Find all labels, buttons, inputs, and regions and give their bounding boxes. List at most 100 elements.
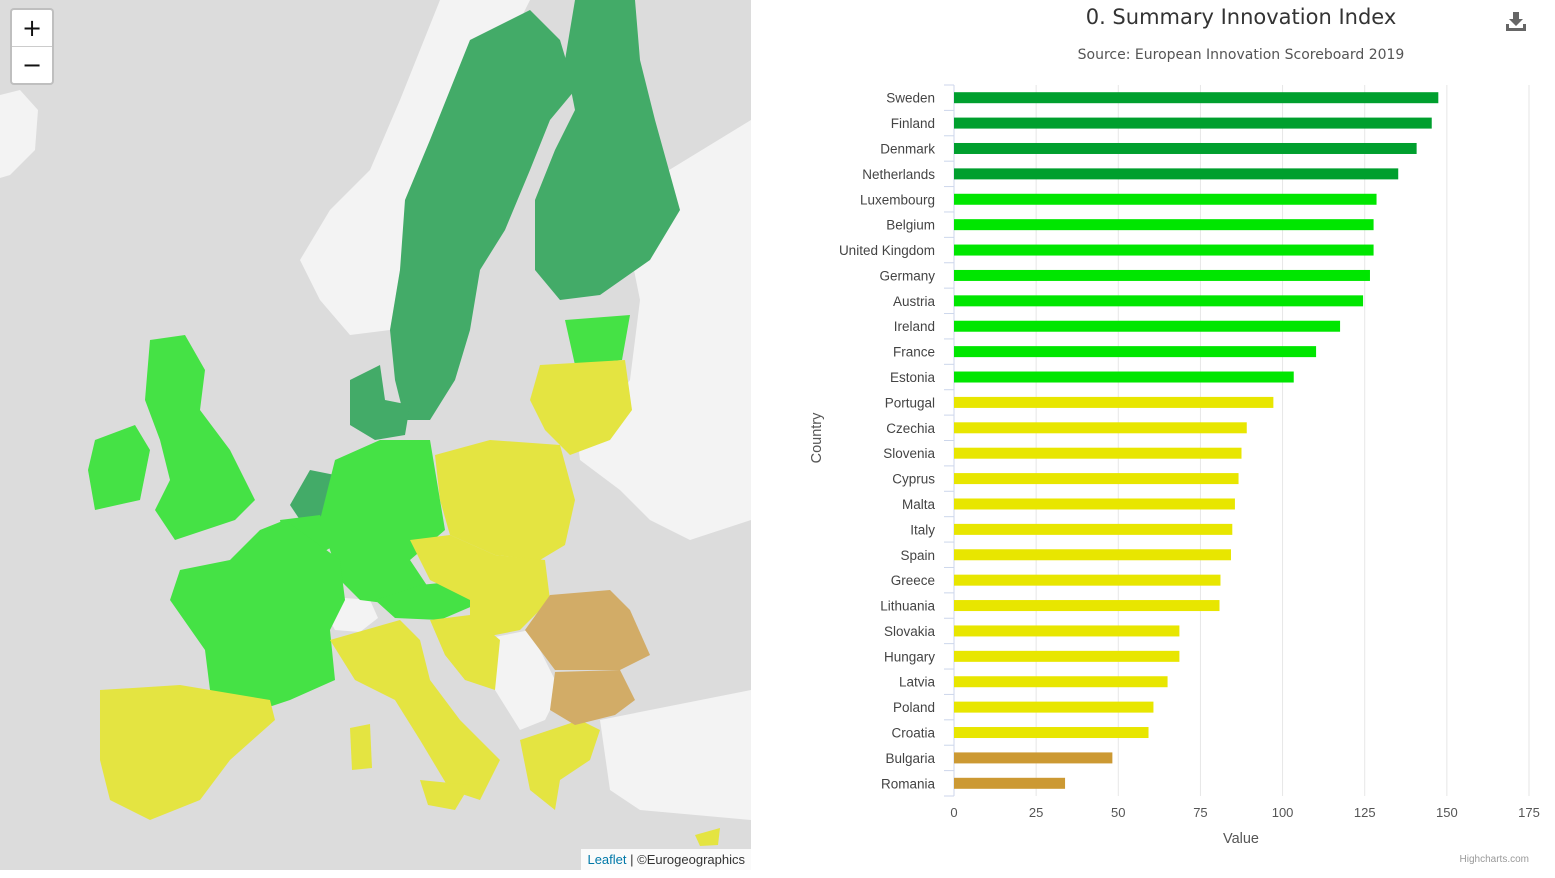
category-label: United Kingdom [839, 243, 935, 258]
bar-portugal[interactable] [954, 396, 1274, 408]
category-label: Slovakia [884, 624, 936, 639]
bar-italy[interactable] [954, 523, 1233, 535]
map-attribution: Leaflet | ©Eurogeographics [581, 849, 751, 870]
x-tick-label: 125 [1354, 805, 1376, 820]
category-label: Latvia [899, 675, 936, 690]
category-label: Netherlands [862, 167, 935, 182]
bar-germany[interactable] [954, 269, 1370, 281]
category-label: Germany [879, 268, 935, 283]
x-tick-label: 0 [950, 805, 957, 820]
map-germany [320, 440, 445, 605]
bar-denmark[interactable] [954, 142, 1417, 154]
category-label: France [893, 345, 935, 360]
bar-romania[interactable] [954, 777, 1066, 789]
bar-belgium[interactable] [954, 219, 1374, 231]
bar-france[interactable] [954, 346, 1317, 358]
bar-latvia[interactable] [954, 676, 1168, 688]
map-finland [535, 0, 680, 300]
x-tick-label: 150 [1436, 805, 1458, 820]
map-sicily [420, 780, 470, 810]
map-estonia [565, 315, 630, 365]
bar-slovenia[interactable] [954, 447, 1242, 459]
grid-lines [944, 84, 1530, 797]
bar-malta[interactable] [954, 498, 1235, 510]
bar-estonia[interactable] [954, 371, 1294, 383]
category-label: Luxembourg [860, 192, 935, 207]
map-russia-belarus-ukraine [575, 120, 751, 540]
map-ireland [88, 425, 150, 510]
bar-spain[interactable] [954, 549, 1231, 561]
map-iberia [100, 685, 275, 820]
bar-hungary[interactable] [954, 650, 1180, 662]
bar-slovakia[interactable] [954, 625, 1180, 637]
x-tick-label: 100 [1272, 805, 1294, 820]
map-bulgaria [550, 670, 635, 725]
map-poland [435, 440, 575, 560]
chart-title: 0. Summary Innovation Index [1086, 5, 1397, 29]
map-romania [525, 590, 650, 670]
bar-croatia[interactable] [954, 727, 1149, 739]
map-balkans [480, 630, 560, 730]
map-iceland [0, 90, 38, 178]
map-france [170, 520, 345, 710]
attribution-separator: | [626, 852, 638, 867]
bar-united-kingdom[interactable] [954, 244, 1374, 256]
bar-luxembourg[interactable] [954, 193, 1377, 205]
map-turkey [600, 690, 751, 820]
map-denmark [350, 365, 410, 440]
category-label: Portugal [885, 395, 935, 410]
map-greece [520, 720, 600, 810]
bar-ireland[interactable] [954, 320, 1341, 332]
category-label: Denmark [880, 141, 935, 156]
attribution-text: ©Eurogeographics [637, 852, 745, 867]
category-labels: Sweden Finland Denmark Netherlands Luxembour… [839, 91, 936, 792]
value-axis-title: Value [1223, 831, 1259, 847]
map-great-britain [145, 335, 255, 540]
zoom-control: + − [10, 8, 54, 85]
x-tick-labels: 0 25 50 75 100 125 150 175 [950, 805, 1539, 820]
map-panel[interactable]: + − Leaflet | ©Eurogeographics [0, 0, 751, 870]
category-axis-title: Country [809, 412, 825, 464]
map-sardinia [350, 724, 372, 770]
category-label: Ireland [894, 319, 935, 334]
leaflet-link[interactable]: Leaflet [587, 852, 627, 867]
bar-finland[interactable] [954, 117, 1432, 129]
category-label: Hungary [884, 649, 935, 664]
category-label: Croatia [891, 726, 935, 741]
x-tick-label: 175 [1518, 805, 1540, 820]
category-label: Slovenia [883, 446, 935, 461]
bar-austria[interactable] [954, 295, 1364, 307]
zoom-out-button[interactable]: − [12, 46, 52, 83]
bar-cyprus[interactable] [954, 473, 1239, 485]
chart-subtitle: Source: European Innovation Scoreboard 2… [1078, 47, 1405, 63]
map-italy [330, 620, 500, 800]
category-label: Belgium [886, 218, 935, 233]
category-label: Czechia [886, 421, 935, 436]
map-baltics [530, 360, 632, 455]
category-label: Cyprus [892, 472, 935, 487]
x-tick-label: 75 [1193, 805, 1207, 820]
category-label: Sweden [886, 91, 935, 106]
category-label: Estonia [890, 370, 936, 385]
europe-map[interactable] [0, 0, 751, 870]
download-icon[interactable] [1505, 10, 1527, 32]
bar-chart: 0. Summary Innovation Index Source: Euro… [809, 5, 1540, 865]
bar-greece[interactable] [954, 574, 1221, 586]
bar-netherlands[interactable] [954, 168, 1399, 180]
bar-poland[interactable] [954, 701, 1154, 713]
bar-sweden[interactable] [954, 92, 1439, 104]
category-label: Romania [881, 776, 936, 791]
map-czechia-slovakia-hungary [410, 535, 550, 640]
category-label: Austria [893, 294, 936, 309]
category-label: Finland [891, 116, 935, 131]
bar-czechia[interactable] [954, 422, 1247, 434]
highcharts-credits[interactable]: Highcharts.com [1460, 854, 1529, 865]
chart-panel: 0. Summary Innovation Index Source: Euro… [760, 0, 1555, 878]
category-label: Greece [891, 573, 935, 588]
bar-lithuania[interactable] [954, 600, 1220, 612]
zoom-in-button[interactable]: + [21, 14, 43, 42]
bar-bulgaria[interactable] [954, 752, 1113, 764]
category-label: Lithuania [880, 599, 935, 614]
bars [954, 92, 1439, 789]
category-label: Poland [893, 700, 935, 715]
